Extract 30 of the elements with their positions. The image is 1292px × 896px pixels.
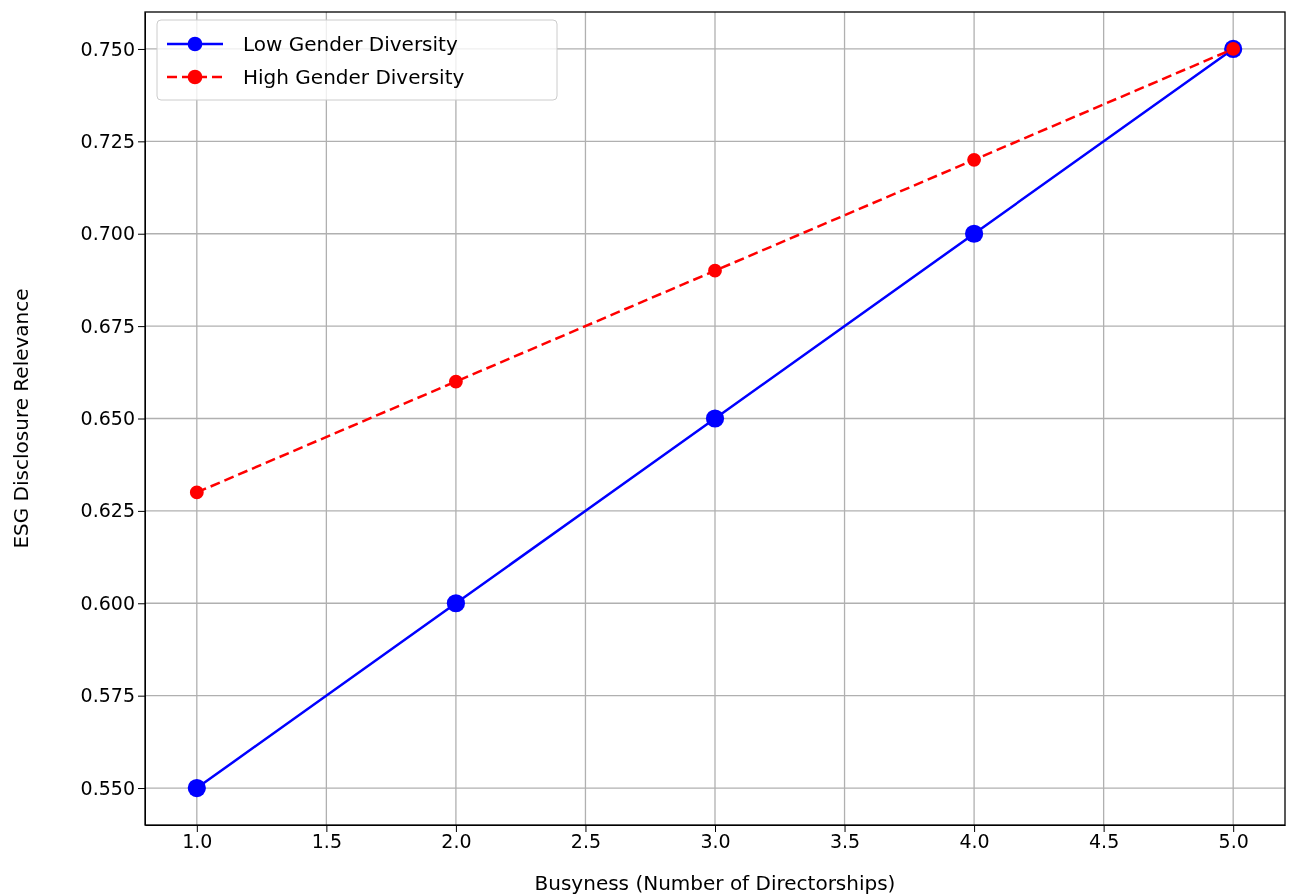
y-tick-label: 0.675 (80, 314, 135, 337)
x-tick-label: 2.0 (441, 830, 472, 853)
point (446, 594, 466, 613)
y-tick-label: 0.600 (80, 591, 135, 614)
y-tick-label: 0.725 (80, 129, 135, 152)
point (189, 485, 204, 500)
point (967, 152, 981, 167)
x-tick-label: 3.0 (700, 830, 731, 853)
y-axis-title: ESG Disclosure Relevance (9, 288, 33, 549)
point (708, 263, 722, 278)
x-tick-label: 4.0 (959, 830, 990, 853)
point (964, 224, 984, 243)
y-tick-label: 0.625 (80, 499, 135, 522)
y-tick-label: 0.550 (80, 776, 135, 799)
y-tick-label: 0.650 (80, 407, 135, 430)
x-tick-label: 2.5 (570, 830, 602, 853)
x-tick-label: 5.0 (1218, 830, 1249, 853)
x-tick-label: 3.5 (829, 830, 861, 853)
x-tick-label: 1.0 (182, 830, 213, 853)
x-axis-title: Busyness (Number of Directorships) (534, 871, 896, 895)
legend-label: Low Gender Diversity (243, 32, 458, 56)
x-tick-label: 4.5 (1089, 830, 1120, 853)
point (705, 409, 725, 428)
point (449, 374, 463, 389)
x-tick-label: 1.5 (311, 830, 342, 853)
legend-label: High Gender Diversity (243, 65, 465, 89)
point (187, 778, 206, 798)
y-tick-label: 0.750 (80, 37, 135, 60)
y-tick-label: 0.700 (80, 222, 135, 245)
y-tick-label: 0.575 (80, 684, 135, 707)
